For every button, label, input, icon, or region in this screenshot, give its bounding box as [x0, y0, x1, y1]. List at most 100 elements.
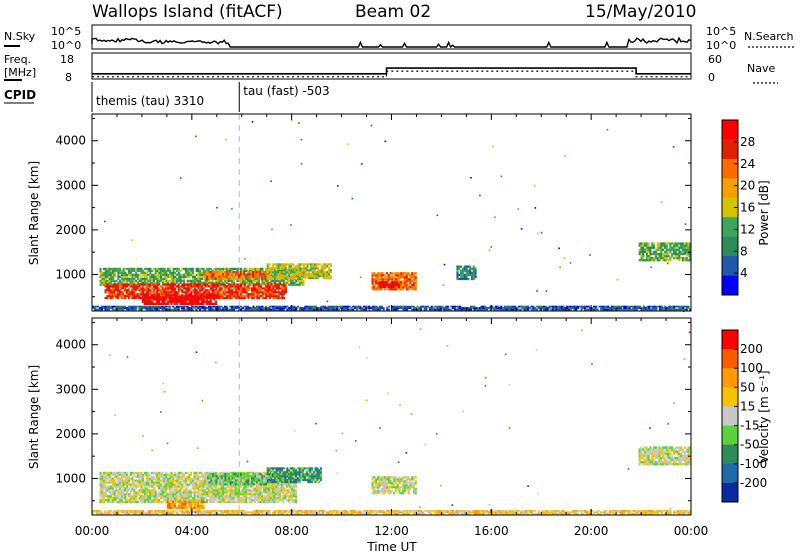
heatmap-cell	[190, 273, 193, 276]
heatmap-cell	[151, 495, 154, 498]
heatmap-cell	[225, 279, 228, 282]
heatmap-cell	[246, 471, 249, 474]
heatmap-cell	[562, 305, 565, 308]
heatmap-cell	[202, 287, 205, 290]
heatmap-cell	[159, 302, 162, 305]
heatmap-cell	[172, 291, 175, 294]
heatmap-cell	[125, 295, 128, 298]
heatmap-cell	[124, 285, 127, 288]
heatmap-cell	[329, 269, 332, 272]
heatmap-cell	[232, 277, 235, 281]
heatmap-cell	[288, 308, 291, 311]
heatmap-cell	[377, 308, 380, 311]
heatmap-cell	[407, 286, 410, 289]
heatmap-cell	[306, 267, 309, 270]
heatmap-cell	[402, 286, 405, 289]
heatmap-cell	[131, 483, 134, 486]
heatmap-cell	[124, 499, 127, 502]
heatmap-cell	[140, 283, 143, 286]
heatmap-cell	[664, 307, 667, 309]
heatmap-cell	[149, 300, 152, 303]
heatmap-cell	[385, 272, 388, 275]
heatmap-cell	[277, 283, 280, 286]
heatmap-cell	[642, 305, 645, 308]
heatmap-cell	[218, 287, 221, 290]
heatmap-cell	[170, 275, 173, 278]
heatmap-cell	[266, 307, 269, 309]
heatmap-cell	[233, 295, 236, 298]
heatmap-cell	[642, 256, 645, 260]
heatmap-cell	[156, 302, 159, 305]
heatmap-cell	[149, 302, 152, 305]
heatmap-cell	[676, 254, 679, 258]
heatmap-cell	[222, 501, 225, 504]
heatmap-cell	[106, 279, 109, 282]
heatmap-cell	[99, 267, 102, 271]
heatmap-cell	[161, 473, 164, 476]
heatmap-cell	[179, 499, 182, 502]
heatmap-cell	[310, 277, 313, 280]
heatmap-cell	[323, 307, 326, 309]
heatmap-cell	[195, 499, 198, 502]
heatmap-cell	[234, 297, 237, 300]
heatmap-cell	[275, 497, 278, 500]
heatmap-cell	[154, 307, 157, 309]
heatmap-cell	[282, 271, 285, 274]
heatmap-cell	[683, 246, 686, 249]
heatmap-cell	[117, 481, 120, 484]
heatmap-cell	[147, 307, 150, 309]
heatmap-cell	[459, 307, 462, 309]
heatmap-cell	[254, 489, 257, 492]
heatmap-cell	[209, 273, 212, 276]
heatmap-cell	[231, 281, 234, 284]
heatmap-cell	[186, 275, 189, 278]
heatmap-cell	[195, 487, 198, 490]
heatmap-cell	[151, 477, 154, 480]
heatmap-cell	[147, 477, 150, 480]
heatmap-cell	[277, 279, 280, 282]
heatmap-cell	[394, 283, 397, 286]
heatmap-cell	[217, 297, 220, 300]
heatmap-cell	[211, 307, 214, 309]
heatmap-cell	[127, 305, 130, 308]
heatmap-cell	[149, 501, 152, 504]
heatmap-cell	[660, 250, 663, 254]
heatmap-cell	[667, 259, 670, 262]
heatmap-cell	[213, 491, 216, 494]
heatmap-cell	[113, 497, 116, 500]
heatmap-cell	[689, 246, 692, 249]
heatmap-cell	[246, 497, 249, 500]
heatmap-cell	[279, 269, 282, 272]
heatmap-cell	[199, 497, 202, 500]
heatmap-cell	[216, 281, 219, 284]
heatmap-cell	[380, 307, 383, 309]
heatmap-cell	[521, 307, 524, 309]
heatmap-cell	[165, 279, 168, 282]
heatmap-cell	[297, 265, 300, 268]
heatmap-cell	[108, 289, 111, 292]
heatmap-cell	[145, 481, 148, 484]
heatmap-cell	[152, 289, 155, 292]
heatmap-cell	[168, 267, 171, 271]
heatmap-cell	[277, 273, 280, 276]
heatmap-cell	[428, 307, 431, 309]
heatmap-cell	[104, 277, 107, 280]
heatmap-cell	[675, 308, 678, 311]
heatmap-cell	[220, 485, 223, 488]
heatmap-cell	[174, 497, 177, 500]
heatmap-cell	[218, 267, 221, 271]
heatmap-cell	[197, 273, 200, 276]
heatmap-cell	[293, 477, 296, 480]
heatmap-cell	[252, 297, 255, 300]
heatmap-cell	[138, 273, 141, 276]
heatmap-cell	[179, 277, 182, 280]
heatmap-cell	[267, 283, 270, 286]
heatmap-cell	[607, 307, 610, 309]
heatmap-cell	[290, 265, 293, 268]
heatmap-cell	[142, 285, 145, 288]
heatmap-cell	[512, 308, 515, 311]
heatmap-cell	[110, 485, 113, 488]
heatmap-cell	[142, 483, 145, 486]
heatmap-cell	[168, 308, 171, 311]
heatmap-cell	[181, 283, 184, 286]
